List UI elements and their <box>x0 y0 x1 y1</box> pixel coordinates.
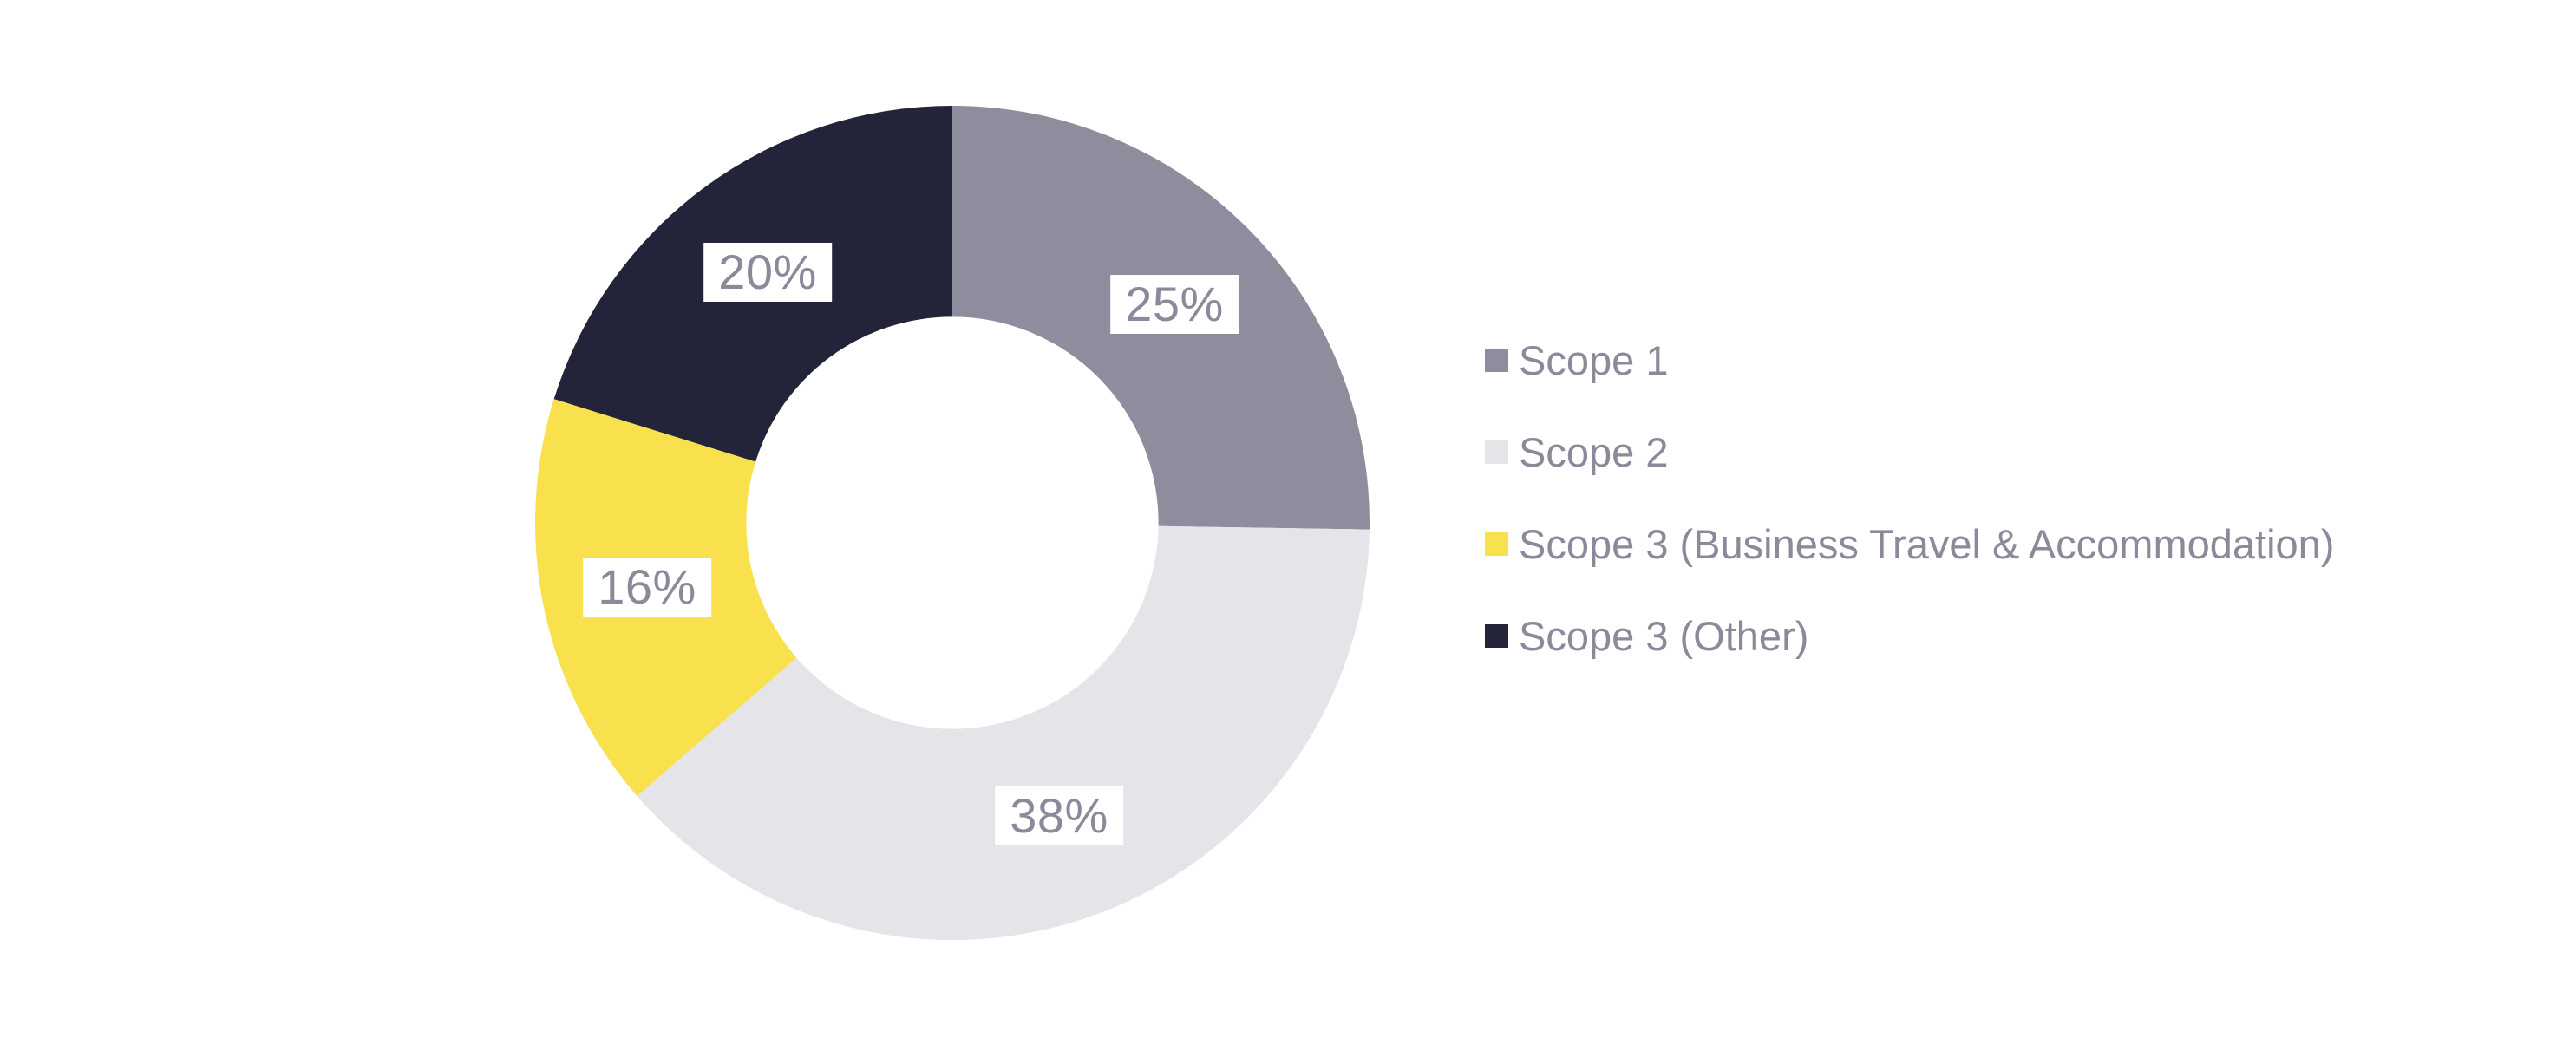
donut-chart <box>534 106 1370 941</box>
slice-value-label-scope-2: 38% <box>995 786 1123 845</box>
legend: Scope 1 Scope 2 Scope 3 (Business Travel &… <box>1485 340 2334 708</box>
slice-value-label-scope-3-other: 20% <box>703 243 832 302</box>
legend-swatch-icon <box>1485 349 1508 372</box>
legend-swatch-icon <box>1485 532 1508 556</box>
donut-slice-scope-2[interactable] <box>637 525 1370 941</box>
legend-item-scope-3-business-travel-accommodation[interactable]: Scope 3 (Business Travel & Accommodation… <box>1485 524 2334 564</box>
legend-item-label: Scope 3 (Other) <box>1519 613 1809 659</box>
slice-value-label-scope-3-business-travel-accommodation: 16% <box>583 558 711 617</box>
legend-item-scope-3-other[interactable]: Scope 3 (Other) <box>1485 616 2334 656</box>
legend-item-label: Scope 3 (Business Travel & Accommodation… <box>1519 521 2335 567</box>
legend-item-scope-2[interactable]: Scope 2 <box>1485 432 2334 473</box>
legend-item-label: Scope 2 <box>1519 429 1669 475</box>
legend-swatch-icon <box>1485 624 1508 648</box>
legend-item-label: Scope 1 <box>1519 337 1669 383</box>
legend-swatch-icon <box>1485 440 1508 464</box>
legend-item-scope-1[interactable]: Scope 1 <box>1485 340 2334 381</box>
slice-value-label-scope-1: 25% <box>1110 275 1239 334</box>
